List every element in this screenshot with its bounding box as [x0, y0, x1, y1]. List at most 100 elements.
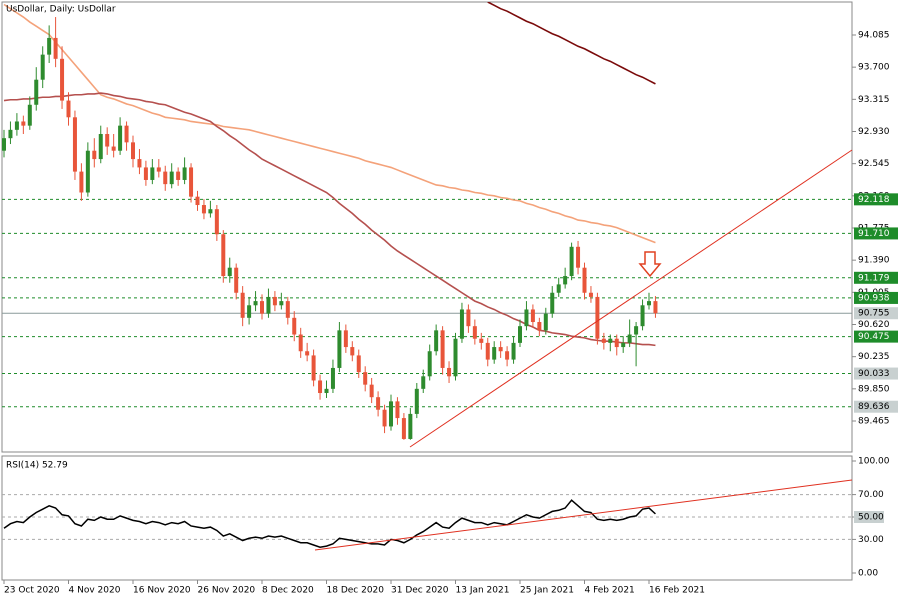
candle-body — [111, 146, 116, 151]
candle-body — [8, 129, 13, 139]
y-tick-label: 93.315 — [858, 95, 890, 105]
candle-body — [118, 125, 123, 151]
level-label: 90.033 — [858, 369, 890, 379]
candle-body — [105, 134, 110, 147]
candle-body — [266, 296, 271, 314]
x-tick-label: 26 Nov 2020 — [198, 586, 256, 596]
level-box — [854, 511, 884, 523]
candle-body — [414, 388, 419, 414]
indicator-title: RSI(14) 52.79 — [6, 461, 68, 471]
candle-body — [337, 330, 342, 368]
candle-body — [234, 267, 239, 293]
level-box — [854, 193, 898, 206]
rsi-panel — [1, 455, 853, 581]
candle-body — [511, 342, 516, 360]
moving-average — [3, 92, 656, 347]
candle-body — [640, 305, 645, 327]
y-tick-label: 0.00 — [858, 569, 878, 579]
candle-body — [601, 338, 606, 343]
level-label: 91.710 — [858, 229, 890, 239]
level-box — [854, 367, 898, 380]
level-box — [854, 271, 898, 284]
candle-body — [227, 267, 232, 277]
level-box — [854, 291, 898, 304]
x-tick-label: 4 Nov 2020 — [69, 586, 121, 596]
candle-body — [201, 205, 206, 214]
level-box — [854, 400, 898, 413]
candle-body — [356, 355, 361, 373]
level-label: 92.118 — [858, 195, 890, 205]
candle-body — [634, 326, 639, 335]
x-tick-label: 16 Nov 2020 — [133, 586, 191, 596]
candle-body — [260, 301, 264, 314]
y-tick-label: 94.085 — [858, 31, 890, 41]
level-label: 90.475 — [858, 332, 890, 342]
candle-body — [440, 330, 445, 368]
candle-body — [485, 342, 490, 360]
y-tick-label: 90.620 — [858, 320, 890, 330]
x-tick-label: 16 Feb 2021 — [649, 586, 705, 596]
candle-body — [479, 338, 484, 343]
candle-body — [537, 321, 542, 331]
x-tick-label: 25 Jan 2021 — [520, 586, 574, 596]
candle-body — [72, 117, 77, 172]
y-tick-label: 90.235 — [858, 352, 890, 362]
candle-body — [21, 121, 26, 126]
candle-body — [318, 380, 323, 394]
moving-average — [3, 3, 656, 244]
y-tick-label: 92.930 — [858, 127, 890, 137]
candle-body — [518, 326, 522, 343]
x-tick-label: 8 Dec 2020 — [262, 586, 314, 596]
rsi-line — [3, 499, 656, 549]
candle-body — [324, 388, 329, 394]
arrow-down — [638, 251, 662, 278]
candle-body — [389, 401, 393, 427]
candle-body — [311, 355, 316, 381]
candle-body — [85, 150, 90, 193]
candle-body — [298, 334, 303, 352]
candle-body — [588, 292, 593, 297]
candle-body — [221, 234, 226, 277]
candle-body — [498, 347, 503, 352]
rsi-trend-line — [314, 479, 853, 551]
candle-body — [550, 292, 555, 314]
y-tick-label: 50.00 — [858, 513, 884, 523]
y-tick-label: 89.850 — [858, 384, 890, 394]
candle-body — [401, 418, 406, 439]
candle-body — [189, 167, 194, 197]
candle-body — [330, 367, 335, 389]
candle-body — [459, 309, 464, 339]
candle-body — [395, 401, 400, 419]
candle-body — [492, 347, 497, 360]
candle-body — [350, 347, 355, 356]
candle-body — [53, 37, 58, 59]
candle-body — [182, 167, 187, 180]
level-box — [854, 307, 898, 320]
candle-body — [98, 134, 103, 160]
candle-body — [60, 58, 65, 101]
y-tick-label: 93.700 — [858, 63, 890, 73]
candle-body — [150, 167, 155, 180]
candle-body — [524, 309, 529, 327]
candle-body — [382, 409, 387, 427]
candle-body — [79, 171, 84, 193]
candle-body — [2, 138, 6, 151]
candle-body — [576, 246, 581, 268]
chart-title: UsDollar, Daily: UsDollar — [6, 5, 116, 15]
candle-body — [343, 330, 348, 348]
candle-body — [253, 301, 258, 306]
rsi-plot — [2, 494, 852, 549]
candle-body — [247, 305, 252, 318]
y-tick-label: 100.00 — [858, 457, 890, 467]
candle-body — [608, 338, 613, 343]
candle-body — [124, 125, 129, 143]
candle-body — [453, 338, 458, 377]
trend-line — [409, 149, 853, 448]
candle-body — [176, 171, 181, 180]
candle-body — [530, 309, 535, 322]
level-label: 90.755 — [858, 309, 890, 319]
y-tick-label: 92.545 — [858, 159, 890, 169]
candle-body — [137, 159, 142, 168]
candle-body — [653, 301, 658, 314]
y-tick-label: 70.00 — [858, 490, 884, 500]
